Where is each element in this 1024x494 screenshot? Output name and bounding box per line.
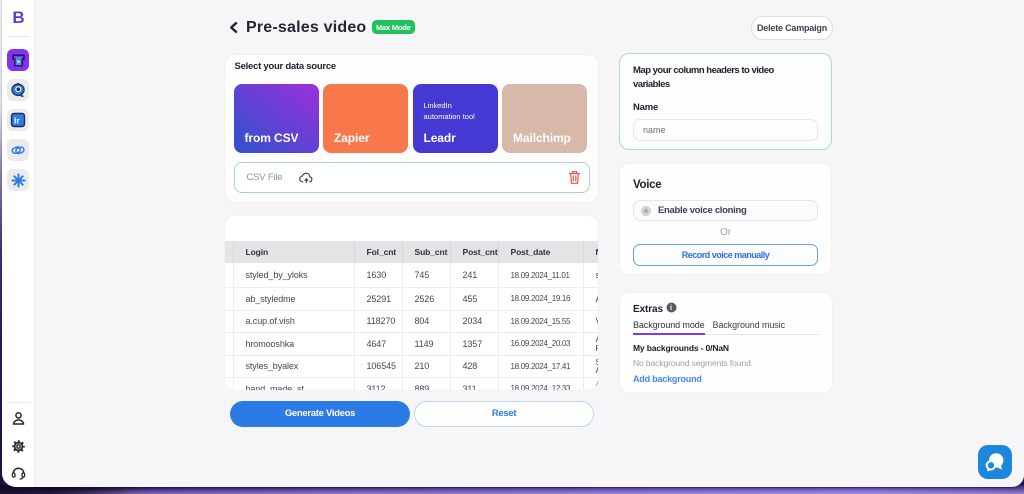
svg-text:i: i <box>670 303 672 312</box>
svg-text:lr: lr <box>14 116 20 126</box>
